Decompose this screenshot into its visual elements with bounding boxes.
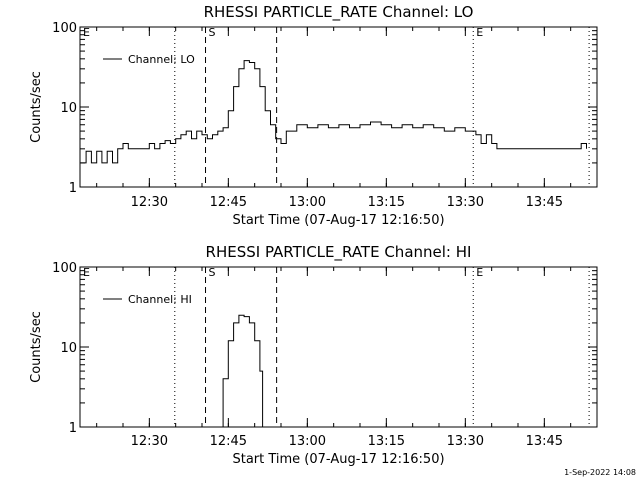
x-tick-label: 12:45 — [210, 195, 247, 210]
chart-title: RHESSI PARTICLE_RATE Channel: LO — [204, 3, 474, 22]
y-tick-label: 100 — [52, 21, 77, 36]
x-tick-label: 13:45 — [526, 195, 563, 210]
legend-label: Channel: LO — [128, 53, 195, 66]
event-marker-label: E — [83, 266, 90, 279]
x-tick-label: 13:00 — [289, 195, 326, 210]
event-marker-label: E — [476, 26, 483, 39]
x-axis-label: Start Time (07-Aug-17 12:16:50) — [232, 452, 444, 467]
y-tick-label: 1 — [69, 421, 77, 436]
footer-timestamp: 1-Sep-2022 14:08 — [564, 468, 636, 477]
legend-label: Channel: HI — [128, 293, 192, 306]
series-line — [80, 60, 587, 164]
y-axis-label: Counts/sec — [29, 311, 44, 383]
event-marker-label: S — [209, 266, 216, 279]
x-tick-label: 12:30 — [131, 434, 168, 449]
x-tick-label: 13:30 — [447, 434, 484, 449]
x-tick-label: 12:30 — [131, 195, 168, 210]
chart-panel-2: RHESSI PARTICLE_RATE Channel: HI E S E 1 10 10… — [29, 243, 598, 467]
x-tick-label: 13:45 — [526, 434, 563, 449]
x-tick-label: 13:15 — [368, 434, 405, 449]
x-tick-label: 13:00 — [289, 434, 326, 449]
y-axis-label: Counts/sec — [29, 71, 44, 143]
y-tick-label: 1 — [69, 181, 77, 196]
chart-panel-1: RHESSI PARTICLE_RATE Channel: LOE S E11010… — [29, 3, 598, 228]
chart-title: RHESSI PARTICLE_RATE Channel: HI — [206, 243, 472, 262]
series-line — [217, 314, 264, 427]
y-tick-label: 10 — [60, 101, 77, 116]
x-axis-label: Start Time (07-Aug-17 12:16:50) — [232, 213, 444, 228]
y-tick-label: 10 — [60, 341, 77, 356]
event-marker-label: E — [476, 266, 483, 279]
plot-frame — [79, 26, 598, 188]
event-marker-label: S — [209, 26, 216, 39]
event-marker-label: E — [83, 26, 90, 39]
x-tick-label: 13:30 — [447, 195, 484, 210]
x-tick-label: 13:15 — [368, 195, 405, 210]
plot-frame — [79, 266, 598, 428]
y-tick-label: 100 — [52, 261, 77, 276]
x-tick-label: 12:45 — [210, 434, 247, 449]
